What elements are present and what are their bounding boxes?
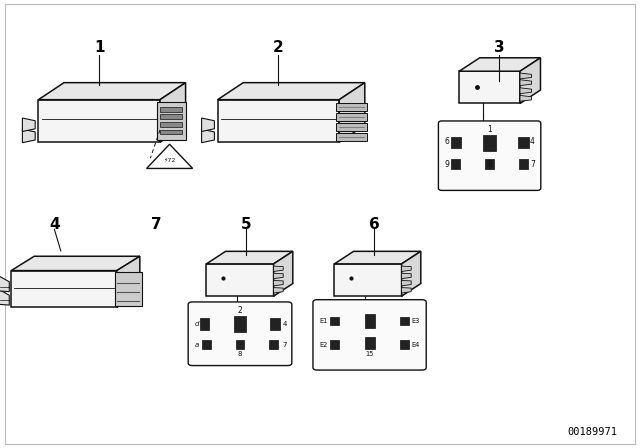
Text: 1: 1 bbox=[94, 39, 104, 55]
Polygon shape bbox=[274, 266, 283, 271]
Polygon shape bbox=[38, 99, 160, 142]
Polygon shape bbox=[160, 130, 182, 134]
Polygon shape bbox=[520, 58, 540, 103]
Polygon shape bbox=[270, 318, 280, 330]
Polygon shape bbox=[22, 118, 35, 131]
Polygon shape bbox=[330, 317, 339, 325]
Polygon shape bbox=[451, 137, 461, 147]
Polygon shape bbox=[160, 108, 182, 112]
Polygon shape bbox=[0, 276, 10, 292]
Polygon shape bbox=[202, 340, 211, 349]
Polygon shape bbox=[402, 251, 421, 296]
Polygon shape bbox=[115, 272, 142, 306]
Text: 2: 2 bbox=[237, 306, 243, 315]
Polygon shape bbox=[402, 280, 412, 286]
Polygon shape bbox=[157, 102, 186, 140]
Text: 4: 4 bbox=[49, 216, 60, 232]
Polygon shape bbox=[485, 159, 494, 169]
Text: 4: 4 bbox=[530, 137, 535, 146]
Text: 3: 3 bbox=[494, 39, 504, 55]
Polygon shape bbox=[402, 288, 412, 293]
Polygon shape bbox=[234, 315, 246, 332]
Text: 6: 6 bbox=[444, 137, 449, 146]
Text: 5: 5 bbox=[241, 216, 252, 232]
Polygon shape bbox=[274, 251, 293, 296]
Polygon shape bbox=[339, 82, 365, 142]
Text: 7: 7 bbox=[282, 342, 287, 348]
Text: 8: 8 bbox=[487, 159, 492, 168]
Text: 7: 7 bbox=[152, 216, 162, 232]
Polygon shape bbox=[274, 280, 283, 286]
Polygon shape bbox=[218, 99, 339, 142]
Polygon shape bbox=[400, 317, 409, 325]
Polygon shape bbox=[336, 133, 367, 141]
FancyBboxPatch shape bbox=[438, 121, 541, 190]
FancyBboxPatch shape bbox=[188, 302, 292, 366]
FancyBboxPatch shape bbox=[313, 300, 426, 370]
Polygon shape bbox=[460, 71, 520, 103]
Polygon shape bbox=[12, 256, 140, 271]
Polygon shape bbox=[483, 135, 496, 151]
Text: 15: 15 bbox=[365, 351, 374, 357]
Text: 4: 4 bbox=[283, 321, 287, 327]
Polygon shape bbox=[402, 266, 412, 271]
Text: E1: E1 bbox=[319, 319, 327, 324]
Polygon shape bbox=[400, 340, 409, 349]
Polygon shape bbox=[336, 123, 367, 131]
Polygon shape bbox=[200, 318, 209, 330]
Text: E3: E3 bbox=[412, 319, 420, 324]
Polygon shape bbox=[12, 271, 116, 307]
Text: d: d bbox=[194, 321, 199, 327]
Polygon shape bbox=[520, 95, 531, 101]
Polygon shape bbox=[518, 137, 529, 147]
Polygon shape bbox=[147, 144, 193, 168]
Text: 1: 1 bbox=[487, 125, 492, 134]
Text: 2: 2 bbox=[273, 39, 284, 55]
Text: a: a bbox=[195, 342, 198, 348]
Polygon shape bbox=[206, 264, 274, 296]
Text: 8: 8 bbox=[237, 351, 243, 357]
Polygon shape bbox=[365, 314, 375, 327]
Polygon shape bbox=[160, 114, 182, 119]
Text: E4: E4 bbox=[412, 342, 420, 348]
Polygon shape bbox=[330, 340, 339, 349]
Polygon shape bbox=[402, 273, 412, 279]
Polygon shape bbox=[520, 80, 531, 86]
Polygon shape bbox=[520, 88, 531, 94]
Text: E2: E2 bbox=[319, 342, 328, 348]
Polygon shape bbox=[274, 288, 283, 293]
Polygon shape bbox=[336, 113, 367, 121]
Polygon shape bbox=[0, 290, 10, 305]
Polygon shape bbox=[460, 58, 540, 71]
Polygon shape bbox=[206, 251, 293, 264]
Polygon shape bbox=[160, 122, 182, 126]
Polygon shape bbox=[269, 340, 278, 349]
Polygon shape bbox=[236, 340, 244, 349]
Text: 6: 6 bbox=[369, 216, 380, 232]
Polygon shape bbox=[519, 159, 528, 169]
Text: 9: 9 bbox=[444, 159, 449, 168]
Polygon shape bbox=[365, 337, 375, 349]
Polygon shape bbox=[218, 82, 365, 99]
Polygon shape bbox=[202, 118, 214, 131]
Polygon shape bbox=[38, 82, 186, 99]
Polygon shape bbox=[334, 251, 421, 264]
Polygon shape bbox=[202, 129, 214, 142]
Polygon shape bbox=[334, 264, 402, 296]
Text: 00189971: 00189971 bbox=[568, 427, 618, 437]
Text: ⚡72: ⚡72 bbox=[163, 158, 176, 164]
Polygon shape bbox=[22, 129, 35, 142]
Polygon shape bbox=[274, 273, 283, 279]
Polygon shape bbox=[116, 256, 140, 307]
Polygon shape bbox=[451, 159, 460, 169]
Polygon shape bbox=[520, 73, 531, 79]
Polygon shape bbox=[160, 82, 186, 142]
Polygon shape bbox=[336, 103, 367, 111]
Text: 7: 7 bbox=[530, 159, 535, 168]
